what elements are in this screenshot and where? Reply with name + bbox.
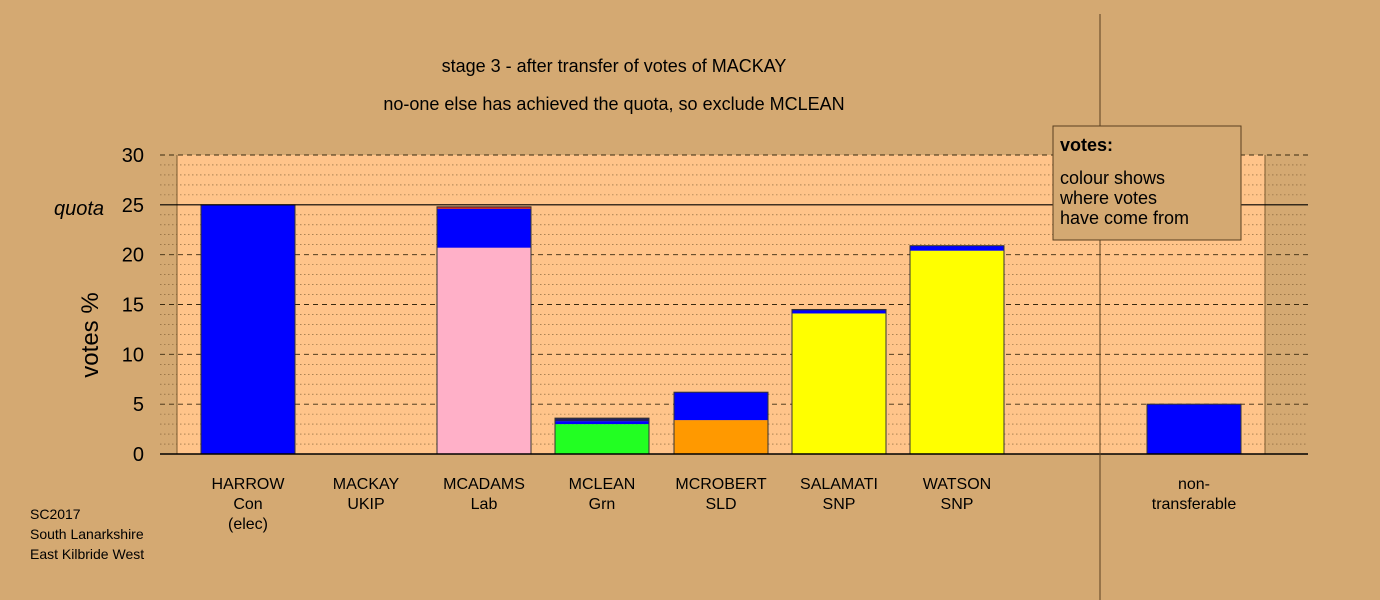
quota-label: quota — [54, 198, 104, 220]
footer-line: East Kilbride West — [30, 546, 144, 562]
bar-mcrobert — [673, 391, 769, 455]
footer-line: South Lanarkshire — [30, 526, 144, 542]
bar-segment — [792, 310, 886, 314]
x-tick-label: Lab — [471, 496, 498, 513]
x-tick-label: WATSON — [923, 476, 991, 493]
bar-segment — [555, 421, 649, 425]
x-tick-label: UKIP — [347, 496, 384, 513]
bar-segment — [1147, 404, 1241, 454]
bar-watson — [909, 245, 1005, 455]
x-tick-label: SNP — [941, 496, 974, 513]
x-tick-labels: HARROW Con (elec) MACKAY UKIP MCADAMS Lab MCLEA… — [212, 476, 1237, 533]
x-tick-label: (elec) — [228, 516, 268, 533]
y-tick-label: 25 — [122, 195, 144, 217]
x-tick-label: SALAMATI — [800, 476, 878, 493]
legend-line: colour shows — [1060, 168, 1165, 188]
bar-segment — [910, 245, 1004, 251]
bar-segment — [201, 204, 295, 454]
bar-segment — [437, 206, 531, 209]
bar-segment — [555, 424, 649, 454]
y-tick-label: 20 — [122, 245, 144, 267]
y-axis-label: votes % — [77, 292, 104, 377]
bar-segment — [674, 392, 768, 421]
x-tick-label: MCROBERT — [675, 476, 766, 493]
x-tick-label: MCADAMS — [443, 476, 525, 493]
y-tick-label: 10 — [122, 344, 144, 366]
bar-segment — [792, 313, 886, 454]
footer-line: SC2017 — [30, 506, 81, 522]
y-tick-label: 5 — [133, 394, 144, 416]
legend-line: where votes — [1059, 188, 1157, 208]
bar-mclean — [554, 417, 650, 455]
bar-mcadams — [436, 206, 532, 455]
y-tick-labels: 0 5 10 15 20 25 30 — [122, 145, 144, 466]
chart-subtitle: no-one else has achieved the quota, so e… — [383, 94, 844, 114]
legend-line: have come from — [1060, 208, 1189, 228]
x-tick-label: SNP — [823, 496, 856, 513]
legend: votes: colour shows where votes have com… — [1052, 125, 1242, 241]
legend-heading: votes: — [1060, 135, 1113, 155]
x-tick-label: HARROW — [212, 476, 286, 493]
bar-segment — [555, 418, 649, 422]
bar-salamati — [791, 308, 887, 455]
x-tick-label: Grn — [589, 496, 616, 513]
y-tick-label: 15 — [122, 295, 144, 317]
major-gridlines — [160, 154, 1308, 405]
legend-box — [1052, 125, 1242, 241]
bar-harrow — [200, 204, 296, 455]
bar-non — [1146, 403, 1242, 455]
bar-segment — [674, 420, 768, 454]
x-tick-label: MACKAY — [333, 476, 400, 493]
x-tick-label: transferable — [1152, 496, 1237, 513]
x-tick-label: non- — [1178, 476, 1210, 493]
bar-segment — [437, 247, 531, 454]
x-tick-label: SLD — [705, 496, 736, 513]
bar-segment — [437, 208, 531, 248]
y-tick-label: 0 — [133, 444, 144, 466]
chart-title: stage 3 - after transfer of votes of MAC… — [442, 56, 787, 76]
x-tick-label: Con — [233, 496, 262, 513]
y-tick-label: 30 — [122, 145, 144, 167]
bars — [200, 204, 1242, 455]
x-tick-label: MCLEAN — [569, 476, 636, 493]
bar-segment — [910, 250, 1004, 454]
